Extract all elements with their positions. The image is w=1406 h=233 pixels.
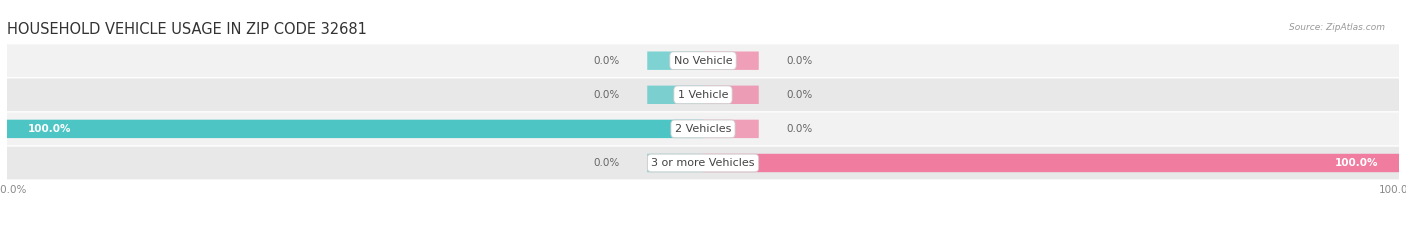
Text: 0.0%: 0.0% [593,90,620,100]
FancyBboxPatch shape [7,44,1399,77]
Text: HOUSEHOLD VEHICLE USAGE IN ZIP CODE 32681: HOUSEHOLD VEHICLE USAGE IN ZIP CODE 3268… [7,22,367,37]
Text: 0.0%: 0.0% [786,124,813,134]
FancyBboxPatch shape [703,51,759,70]
FancyBboxPatch shape [7,113,1399,145]
Text: 100.0%: 100.0% [1334,158,1378,168]
Legend: Owner-occupied, Renter-occupied: Owner-occupied, Renter-occupied [586,230,820,233]
Text: 0.0%: 0.0% [786,56,813,66]
Text: 0.0%: 0.0% [593,158,620,168]
FancyBboxPatch shape [7,120,703,138]
FancyBboxPatch shape [703,154,1399,172]
FancyBboxPatch shape [703,120,759,138]
Text: 1 Vehicle: 1 Vehicle [678,90,728,100]
Text: 3 or more Vehicles: 3 or more Vehicles [651,158,755,168]
Text: 0.0%: 0.0% [786,90,813,100]
Text: Source: ZipAtlas.com: Source: ZipAtlas.com [1289,23,1385,32]
FancyBboxPatch shape [647,86,703,104]
FancyBboxPatch shape [647,154,703,172]
Text: 100.0%: 100.0% [28,124,72,134]
FancyBboxPatch shape [703,86,759,104]
FancyBboxPatch shape [7,79,1399,111]
Text: 2 Vehicles: 2 Vehicles [675,124,731,134]
Text: 0.0%: 0.0% [593,56,620,66]
FancyBboxPatch shape [7,147,1399,179]
FancyBboxPatch shape [647,51,703,70]
Text: No Vehicle: No Vehicle [673,56,733,66]
